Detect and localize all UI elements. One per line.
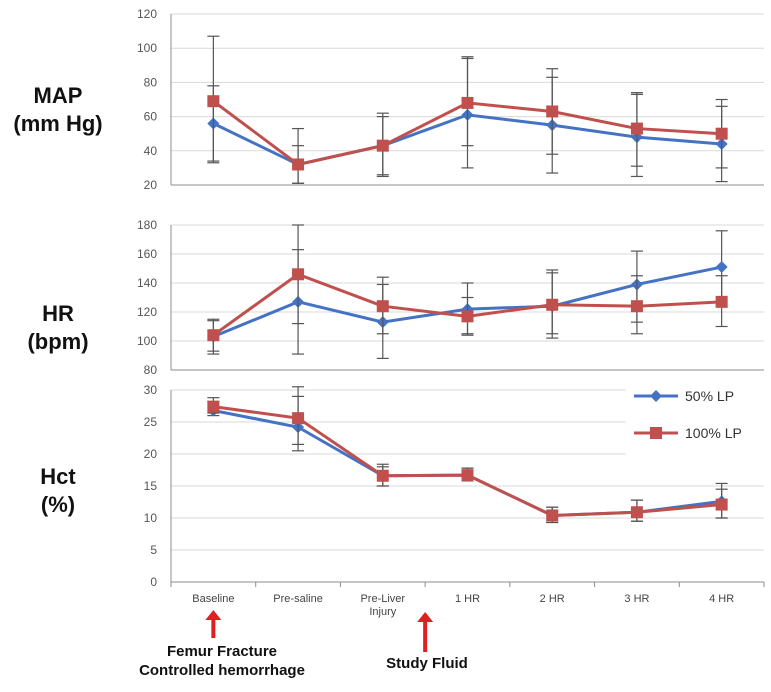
hct-series-100lp-point <box>715 498 728 511</box>
x-category-label: 4 HR <box>709 593 734 605</box>
event-arrow-study-fluid <box>417 612 434 652</box>
hct-panel: 0 5 10 15 20 25 30 Baseline Pre-saline Pre-LiverI… <box>144 377 765 618</box>
hct-series-100lp-point <box>630 506 643 519</box>
hr-series-50lp <box>207 230 728 359</box>
hr-label-line1: HR <box>42 301 74 326</box>
hr-series-50lp-point <box>715 261 728 274</box>
x-category-label: 3 HR <box>624 593 649 605</box>
hct-ytick-label: 5 <box>150 543 157 557</box>
hr-series-100lp-point <box>207 329 220 342</box>
hr-ytick-label: 100 <box>137 334 157 348</box>
hct-ytick-label: 0 <box>150 575 157 589</box>
femur-fracture-annotation: Femur Fracture Controlled hemorrhage <box>92 643 352 681</box>
hct-label-line1: Hct <box>40 464 76 489</box>
map-ytick-label: 40 <box>144 144 158 158</box>
hr-ytick-label: 120 <box>137 305 157 319</box>
hr-panel-label: HR (bpm) <box>2 300 114 355</box>
hct-series-100lp-point <box>376 469 389 482</box>
hr-panel: 80 100 120 140 160 180 <box>137 218 764 377</box>
hr-series-100lp-point <box>715 295 728 308</box>
hr-ytick-label: 160 <box>137 247 157 261</box>
arrow-head <box>205 610 222 620</box>
study-fluid-annotation: Study Fluid <box>352 655 502 674</box>
hct-panel-label: Hct (%) <box>2 463 114 518</box>
map-series-100lp-point <box>546 105 559 118</box>
femur-fracture-line1: Femur Fracture <box>166 643 278 660</box>
study-fluid-line1: Study Fluid <box>386 655 468 672</box>
x-category-label: Pre-Liver <box>360 593 405 605</box>
map-ytick-label: 120 <box>137 7 157 21</box>
hct-ytick-label: 30 <box>144 383 158 397</box>
hct-ytick-label: 10 <box>144 511 158 525</box>
x-category-label: 2 HR <box>540 593 565 605</box>
map-series-100lp <box>207 35 728 184</box>
map-series-100lp-point <box>376 139 389 152</box>
hct-series-100lp-point <box>546 509 559 522</box>
legend-box <box>626 377 764 461</box>
hct-ytick-label: 15 <box>144 479 158 493</box>
hct-label-line2: (%) <box>40 491 76 517</box>
hr-series-100lp-point <box>376 300 389 313</box>
legend-entry-label: 100% LP <box>685 425 742 441</box>
hct-series-100lp-point <box>461 469 474 482</box>
map-panel-label: MAP (mm Hg) <box>2 82 114 137</box>
hr-series-100lp-point <box>461 310 474 323</box>
map-series-100lp-point <box>292 158 305 171</box>
x-category-label: 1 HR <box>455 593 480 605</box>
femur-fracture-line2: Controlled hemorrhage <box>139 661 305 679</box>
hct-ytick-label: 20 <box>144 447 158 461</box>
map-label-line2: (mm Hg) <box>13 110 103 136</box>
legend: 50% LP 100% LP <box>626 377 764 461</box>
legend-marker-diamond <box>650 390 662 402</box>
map-panel: 20 40 60 80 100 120 <box>137 7 764 192</box>
hr-ytick-label: 180 <box>137 218 157 232</box>
x-category-label: Injury <box>369 606 396 618</box>
legend-marker-square <box>650 427 662 439</box>
hct-series-100lp-point <box>292 412 305 425</box>
hr-series-100lp-point <box>630 300 643 313</box>
event-arrow-femur-fracture <box>205 610 222 638</box>
hct-series-100lp <box>207 386 728 524</box>
legend-entry-label: 50% LP <box>685 388 734 404</box>
x-category-label: Pre-saline <box>273 593 323 605</box>
hr-series-100lp <box>207 224 728 352</box>
hct-ytick-label: 25 <box>144 415 158 429</box>
hr-label-line2: (bpm) <box>27 328 89 354</box>
hr-ytick-label: 80 <box>144 363 158 377</box>
map-ytick-label: 100 <box>137 41 157 55</box>
hr-series-100lp-point <box>546 298 559 311</box>
x-category-label: Baseline <box>192 593 234 605</box>
arrow-head <box>417 612 434 622</box>
map-label-line1: MAP <box>33 83 83 108</box>
map-ytick-label: 20 <box>144 178 158 192</box>
map-series-100lp-point <box>715 127 728 140</box>
map-ytick-label: 80 <box>144 75 158 89</box>
hr-ytick-label: 140 <box>137 276 157 290</box>
map-series-100lp-point <box>207 95 220 108</box>
hr-series-100lp-point <box>292 268 305 281</box>
hct-series-100lp-point <box>207 400 220 413</box>
map-ytick-label: 60 <box>144 110 158 124</box>
map-series-100lp-point <box>461 96 474 109</box>
map-series-100lp-point <box>630 122 643 135</box>
